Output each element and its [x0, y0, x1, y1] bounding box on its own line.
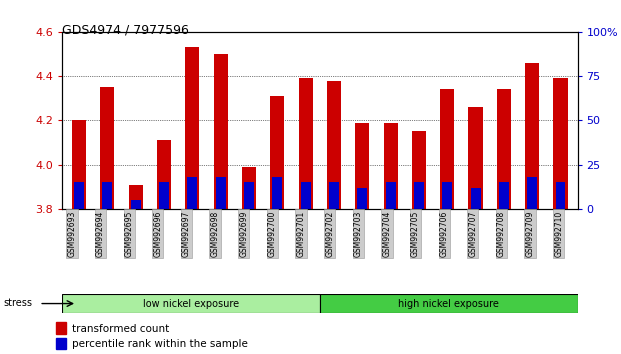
Text: transformed count: transformed count — [72, 324, 170, 334]
Bar — [56, 322, 66, 334]
Bar — [159, 182, 169, 209]
Text: GSM992708: GSM992708 — [497, 211, 506, 257]
Bar — [129, 184, 143, 209]
Bar — [412, 131, 426, 209]
Bar — [102, 182, 112, 209]
Text: GSM992706: GSM992706 — [440, 211, 448, 257]
Text: GSM992699: GSM992699 — [239, 211, 248, 257]
Bar — [242, 167, 256, 209]
Bar — [355, 122, 369, 209]
Text: GSM992704: GSM992704 — [383, 211, 391, 257]
Text: high nickel exposure: high nickel exposure — [398, 298, 499, 309]
Text: GSM992705: GSM992705 — [411, 211, 420, 257]
Bar — [414, 182, 424, 209]
Bar — [468, 107, 483, 209]
Bar — [301, 182, 310, 209]
Text: low nickel exposure: low nickel exposure — [143, 298, 239, 309]
Bar — [357, 188, 367, 209]
Bar — [497, 89, 511, 209]
Bar — [525, 63, 539, 209]
Bar — [72, 120, 86, 209]
Bar — [327, 80, 341, 209]
Text: GSM992694: GSM992694 — [96, 211, 105, 257]
FancyBboxPatch shape — [62, 294, 320, 313]
Text: GSM992696: GSM992696 — [153, 211, 162, 257]
Bar — [270, 96, 284, 209]
Bar — [188, 177, 197, 209]
Bar — [386, 182, 396, 209]
Bar — [131, 200, 141, 209]
Bar — [299, 78, 313, 209]
Text: GSM992700: GSM992700 — [268, 211, 277, 257]
Bar — [74, 182, 84, 209]
Bar — [440, 89, 455, 209]
Bar — [499, 182, 509, 209]
Bar — [185, 47, 199, 209]
Bar — [56, 337, 66, 349]
Bar — [214, 54, 228, 209]
Text: GSM992702: GSM992702 — [325, 211, 334, 257]
Bar — [101, 87, 114, 209]
Text: GSM992703: GSM992703 — [354, 211, 363, 257]
Bar — [329, 182, 339, 209]
Text: GSM992710: GSM992710 — [554, 211, 563, 257]
Bar — [157, 140, 171, 209]
Bar — [244, 182, 254, 209]
Bar — [442, 182, 452, 209]
Text: GSM992695: GSM992695 — [125, 211, 134, 257]
Text: percentile rank within the sample: percentile rank within the sample — [72, 339, 248, 349]
Text: GSM992707: GSM992707 — [468, 211, 478, 257]
Bar — [527, 177, 537, 209]
Text: GSM992709: GSM992709 — [525, 211, 535, 257]
Text: stress: stress — [3, 298, 32, 308]
Bar — [553, 78, 568, 209]
Text: GSM992701: GSM992701 — [296, 211, 306, 257]
Text: GSM992693: GSM992693 — [68, 211, 76, 257]
Text: GSM992697: GSM992697 — [182, 211, 191, 257]
Bar — [215, 177, 225, 209]
Bar — [384, 122, 397, 209]
FancyBboxPatch shape — [320, 294, 578, 313]
Text: GDS4974 / 7977596: GDS4974 / 7977596 — [62, 23, 189, 36]
Bar — [556, 182, 566, 209]
Bar — [273, 177, 283, 209]
Text: GSM992698: GSM992698 — [211, 211, 220, 257]
Bar — [471, 188, 481, 209]
